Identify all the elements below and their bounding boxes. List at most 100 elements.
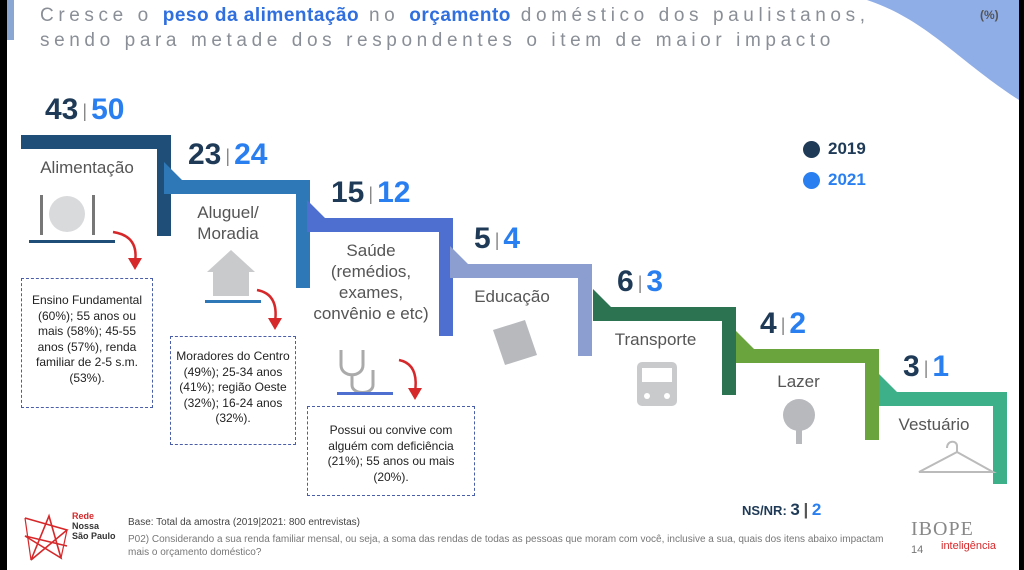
nsnr-separator: | bbox=[803, 500, 809, 519]
value-2019-sa-de: 15 bbox=[331, 176, 365, 209]
nsnr-2019-value: 3 bbox=[790, 500, 800, 519]
fork-icon bbox=[40, 195, 43, 235]
rede-logo-text: Rede Nossa São Paulo bbox=[72, 511, 116, 541]
step-bar-transporte bbox=[593, 307, 736, 395]
note-alimentacao: Ensino Fundamental (60%); 55 anos ou mai… bbox=[21, 278, 153, 408]
bus-light-right bbox=[664, 393, 670, 399]
value-2019-vestu-rio: 3 bbox=[903, 350, 920, 383]
category-label-sa-de: Saúde (remédios, exames, convênio e etc) bbox=[307, 240, 435, 324]
value-2019-alimenta-o: 43 bbox=[45, 93, 79, 126]
value-pair-aluguel: 23 | 24 bbox=[188, 138, 267, 172]
title-part-2: no bbox=[369, 5, 400, 26]
book-icon bbox=[493, 320, 537, 365]
value-separator: | bbox=[368, 184, 374, 204]
note-saude: Possui ou convive com alguém com deficiê… bbox=[307, 406, 475, 496]
nsnr-2021-value: 2 bbox=[811, 500, 822, 519]
category-label-line: Saúde bbox=[346, 241, 396, 260]
rede-nossa-sao-paulo-logo-icon bbox=[24, 513, 69, 561]
ibope-subtitle: inteligência bbox=[941, 540, 997, 552]
value-2021-aluguel: 24 bbox=[234, 138, 268, 171]
value-2021-transporte: 3 bbox=[646, 265, 664, 298]
category-label-aluguel: Aluguel/Moradia bbox=[164, 202, 292, 244]
category-label-educa-o: Educação bbox=[450, 286, 574, 307]
value-2019-lazer: 4 bbox=[760, 307, 777, 340]
red-arrow-alimentacao-head bbox=[128, 258, 142, 270]
nsnr-label: NS/NR: bbox=[742, 503, 787, 518]
rede-logo-line-1: Rede bbox=[72, 511, 95, 521]
page-number: 14 bbox=[911, 544, 924, 556]
tree-trunk bbox=[796, 428, 802, 444]
value-2021-educa-o: 4 bbox=[503, 222, 521, 255]
category-label-alimenta-o: Alimentação bbox=[21, 157, 153, 178]
bus-window bbox=[642, 368, 672, 382]
title-highlight-2: orçamento bbox=[409, 5, 511, 26]
step-connector-lazer bbox=[879, 374, 897, 392]
value-pair-vestu-rio: 3 | 1 bbox=[903, 350, 949, 384]
step-bar-aluguel bbox=[164, 180, 310, 288]
value-2021-vestu-rio: 1 bbox=[932, 350, 950, 383]
step-bar-sa-de bbox=[307, 218, 453, 336]
category-label-line: convênio e etc) bbox=[313, 304, 429, 323]
house-body bbox=[213, 272, 249, 296]
red-arrow-alimentacao bbox=[112, 230, 137, 263]
value-pair-educa-o: 5 | 4 bbox=[474, 222, 520, 256]
step-connector-sa-de bbox=[450, 246, 468, 264]
category-label-line: Vestuário bbox=[898, 415, 970, 434]
red-arrow-aluguel bbox=[256, 288, 277, 323]
step-bar-lazer bbox=[736, 349, 879, 440]
rede-logo-line-3: São Paulo bbox=[72, 531, 116, 541]
category-label-line: Alimentação bbox=[40, 158, 134, 177]
value-2019-transporte: 6 bbox=[617, 265, 634, 298]
value-separator: | bbox=[82, 101, 88, 121]
value-2021-lazer: 2 bbox=[789, 307, 807, 340]
staircase-chart bbox=[21, 135, 1007, 484]
tree-icon bbox=[783, 399, 815, 431]
step-connector-aluguel bbox=[307, 200, 325, 218]
legend-item-2019: 2019 bbox=[803, 139, 866, 159]
bus-light-left bbox=[644, 393, 650, 399]
red-arrow-aluguel-head bbox=[268, 318, 282, 330]
value-pair-alimenta-o: 43 | 50 bbox=[45, 93, 124, 127]
base-text: Base: Total da amostra (2019|2021: 800 e… bbox=[128, 517, 360, 528]
icon-underline bbox=[337, 392, 393, 395]
corner-wave-shape bbox=[867, 0, 1019, 100]
icon-underline bbox=[29, 240, 115, 243]
red-arrow-saude bbox=[398, 358, 417, 393]
category-label-transporte: Transporte bbox=[593, 329, 718, 350]
category-label-line: Moradia bbox=[197, 224, 259, 243]
value-2021-alimenta-o: 50 bbox=[91, 93, 125, 126]
value-2019-educa-o: 5 bbox=[474, 222, 491, 255]
step-bar-educa-o bbox=[450, 264, 592, 356]
hanger-icon bbox=[918, 440, 997, 473]
value-pair-sa-de: 15 | 12 bbox=[331, 176, 410, 210]
category-label-line: exames, bbox=[338, 283, 404, 302]
icon-underline bbox=[205, 300, 261, 303]
legend-label-2019: 2019 bbox=[828, 139, 866, 158]
nsnr-row: NS/NR: 3 | 2 bbox=[742, 500, 821, 520]
value-separator: | bbox=[637, 273, 643, 293]
left-accent-bar bbox=[7, 0, 14, 40]
unit-label: (%) bbox=[980, 8, 999, 22]
legend-item-2021: 2021 bbox=[803, 170, 866, 190]
title-part-3: doméstico dos paulistanos, sendo para me… bbox=[40, 5, 870, 51]
stethoscope-icon bbox=[339, 350, 375, 394]
value-2019-aluguel: 23 bbox=[188, 138, 222, 171]
category-label-line: Transporte bbox=[614, 330, 697, 349]
title-highlight-1: peso da alimentação bbox=[162, 5, 360, 26]
slide-title: Cresce o peso da alimentação no orçament… bbox=[40, 4, 900, 53]
ibope-logo: IBOPE bbox=[911, 518, 974, 540]
step-connector-alimenta-o bbox=[164, 162, 182, 180]
value-pair-transporte: 6 | 3 bbox=[617, 265, 663, 299]
value-2021-sa-de: 12 bbox=[377, 176, 411, 209]
red-arrow-saude-head bbox=[408, 388, 422, 400]
category-label-line: (remédios, bbox=[330, 262, 412, 281]
category-label-line: Educação bbox=[474, 287, 550, 306]
house-icon bbox=[207, 250, 255, 272]
legend-dot-2019 bbox=[803, 140, 820, 158]
value-separator: | bbox=[225, 146, 231, 166]
value-separator: | bbox=[494, 230, 500, 250]
category-label-line: Lazer bbox=[777, 372, 820, 391]
value-separator: | bbox=[780, 315, 786, 335]
legend-dot-2021 bbox=[803, 171, 820, 189]
category-label-line: Aluguel/ bbox=[197, 203, 259, 222]
